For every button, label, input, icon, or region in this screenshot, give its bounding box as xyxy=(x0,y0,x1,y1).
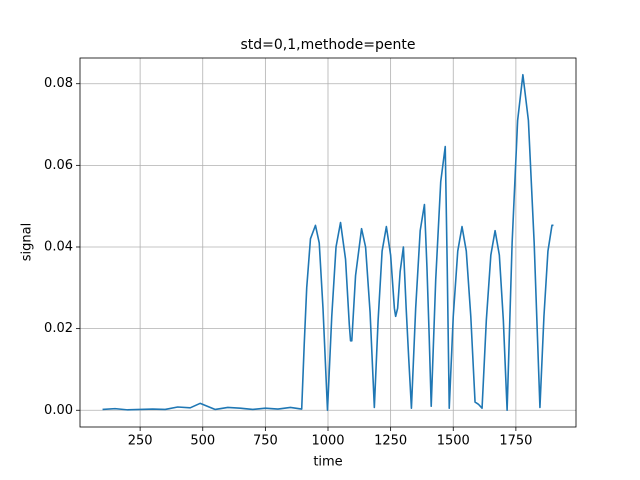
y-tick-label: 0.00 xyxy=(44,403,73,418)
x-tick-label: 1250 xyxy=(374,434,407,449)
chart-title: std=0,1,methode=pente xyxy=(241,37,416,53)
y-tick-label: 0.06 xyxy=(44,158,73,173)
y-tick-label: 0.02 xyxy=(44,321,73,336)
y-tick-label: 0.04 xyxy=(44,239,73,254)
x-tick-label: 1000 xyxy=(311,434,344,449)
y-axis-label: signal xyxy=(20,223,35,261)
x-tick-label: 500 xyxy=(190,434,215,449)
x-axis-label: time xyxy=(313,455,342,470)
x-tick-label: 1500 xyxy=(437,434,470,449)
x-tick-label: 1750 xyxy=(499,434,532,449)
x-tick-label: 750 xyxy=(253,434,278,449)
data-line xyxy=(102,73,554,412)
y-tick-label: 0.08 xyxy=(44,76,73,91)
plot-frame xyxy=(79,57,577,428)
x-tick-label: 250 xyxy=(128,434,153,449)
